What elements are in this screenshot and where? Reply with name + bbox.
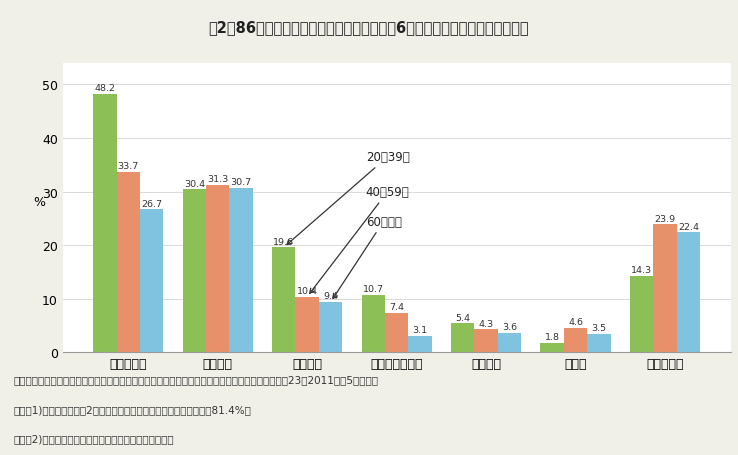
- Bar: [408, 336, 432, 353]
- Text: 10.7: 10.7: [363, 285, 384, 294]
- Bar: [587, 334, 611, 353]
- Text: 1.8: 1.8: [545, 333, 559, 341]
- Text: 40〜59歳: 40〜59歳: [310, 186, 410, 293]
- Bar: [182, 190, 206, 353]
- Bar: [206, 185, 230, 353]
- Bar: [677, 233, 700, 353]
- Y-axis label: %: %: [33, 195, 45, 208]
- Bar: [385, 313, 408, 353]
- Text: 60歳以上: 60歳以上: [333, 215, 401, 299]
- Text: 48.2: 48.2: [94, 84, 115, 93]
- Bar: [230, 188, 253, 353]
- Text: 資料：農林水産省「食料・農業・農村及び水産資源の持続的利用に関する意識・意向調査」（平成23（2011）年5月公表）: 資料：農林水産省「食料・農業・農村及び水産資源の持続的利用に関する意識・意向調査…: [13, 375, 379, 385]
- Text: 5.4: 5.4: [455, 313, 470, 322]
- Text: 4.3: 4.3: [478, 319, 494, 328]
- Text: 3.5: 3.5: [591, 324, 607, 332]
- Text: 30.4: 30.4: [184, 179, 205, 188]
- Text: 3.6: 3.6: [502, 323, 517, 332]
- Bar: [540, 343, 564, 353]
- Bar: [140, 210, 163, 353]
- Text: 14.3: 14.3: [631, 266, 652, 274]
- Bar: [295, 297, 319, 353]
- Text: 19.6: 19.6: [273, 237, 294, 246]
- Text: 10.4: 10.4: [297, 286, 317, 295]
- Text: 26.7: 26.7: [141, 199, 162, 208]
- Text: 23.9: 23.9: [655, 214, 676, 223]
- Text: 20〜39歳: 20〜39歳: [287, 151, 410, 245]
- Bar: [564, 328, 587, 353]
- Bar: [117, 172, 140, 353]
- Bar: [272, 248, 295, 353]
- Bar: [498, 334, 521, 353]
- Bar: [451, 324, 475, 353]
- Bar: [475, 329, 498, 353]
- Text: 注：1)農業者モニター2千人を対象としたアンケート調査（回収率81.4%）: 注：1)農業者モニター2千人を対象としたアンケート調査（回収率81.4%）: [13, 404, 251, 414]
- Text: 図2－86　農業者が今後取り組んでみたい「6次産業化」の取組（複数回答）: 図2－86 農業者が今後取り組んでみたい「6次産業化」の取組（複数回答）: [209, 20, 529, 35]
- Text: 2)直接販売には、農産物直売所への出荷も含む。: 2)直接販売には、農産物直売所への出荷も含む。: [13, 434, 174, 444]
- Bar: [653, 225, 677, 353]
- Text: 30.7: 30.7: [230, 178, 252, 187]
- Bar: [93, 95, 117, 353]
- Bar: [630, 276, 653, 353]
- Bar: [362, 295, 385, 353]
- Text: 22.4: 22.4: [678, 222, 699, 231]
- Text: 7.4: 7.4: [389, 303, 404, 311]
- Text: 33.7: 33.7: [117, 162, 139, 171]
- Text: 9.4: 9.4: [323, 292, 338, 301]
- Bar: [319, 302, 342, 353]
- Text: 3.1: 3.1: [413, 325, 428, 334]
- Text: 31.3: 31.3: [207, 175, 228, 183]
- Text: 4.6: 4.6: [568, 318, 583, 326]
